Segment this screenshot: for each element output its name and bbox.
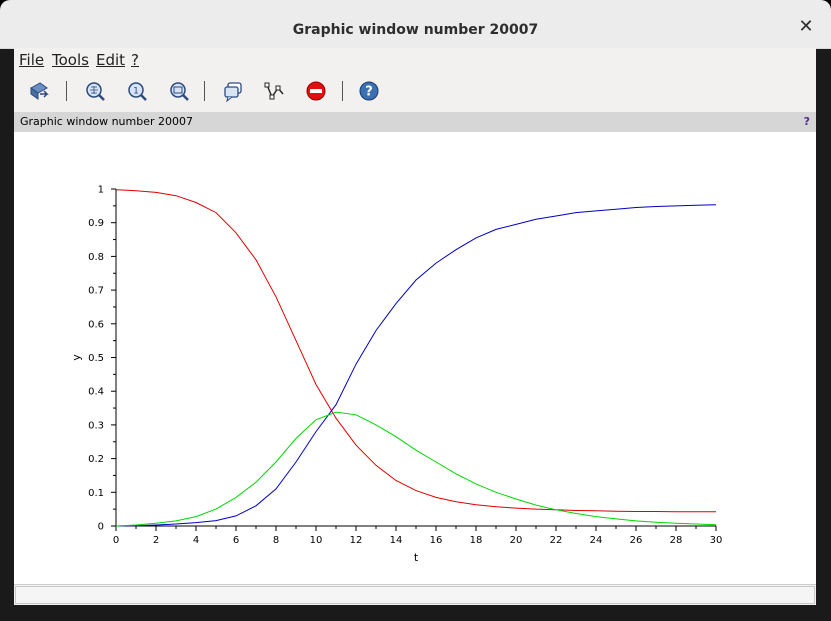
- x-tick-label: 22: [550, 535, 563, 546]
- y-tick-label: 0.8: [88, 252, 104, 263]
- x-tick-label: 24: [590, 535, 603, 546]
- close-icon[interactable]: ✕: [798, 16, 814, 37]
- y-tick-label: 0: [98, 522, 104, 533]
- status-field: [15, 586, 815, 604]
- y-tick-label: 0.1: [88, 488, 104, 499]
- svg-text:1: 1: [133, 87, 139, 97]
- line-chart: 0 2 4 6 8 10 12 14 16 18 20 22 24 26 28 3000.10.20.30.4…: [70, 185, 723, 565]
- x-tick-label: 16: [430, 535, 443, 546]
- menu-edit[interactable]: Edit: [96, 51, 126, 69]
- plot-canvas[interactable]: 0 2 4 6 8 10 12 14 16 18 20 22 24 26 28 30 0 0.1 0.2 0.3 0.4…: [14, 132, 816, 584]
- status-bar: [14, 584, 816, 605]
- y-tick-label: 0.3: [88, 420, 104, 431]
- y-tick-label: 0.6: [88, 319, 104, 330]
- x-tick-label: 0: [113, 535, 119, 546]
- datatip-manager-icon[interactable]: [264, 80, 286, 102]
- toolbar-separator: [204, 81, 205, 101]
- toolbar-separator: [66, 81, 67, 101]
- y-tick-label: 0.5: [88, 353, 104, 364]
- green-series-line: [115, 411, 717, 527]
- menu-file[interactable]: File: [19, 51, 45, 69]
- x-tick-label: 20: [510, 535, 523, 546]
- x-tick-label: 10: [310, 535, 323, 546]
- info-bar: Graphic window number 20007 ?: [14, 112, 816, 132]
- y-tick-label: 0.7: [88, 286, 104, 297]
- toolbar-separator: [342, 81, 343, 101]
- zoom-in-icon[interactable]: [84, 80, 106, 102]
- zoom-out-icon[interactable]: [168, 80, 190, 102]
- y-tick-label: 0.9: [88, 218, 104, 229]
- menu-help[interactable]: ?: [131, 51, 139, 69]
- window-title: Graphic window number 20007: [292, 22, 539, 38]
- zoom-original-icon[interactable]: 1: [126, 80, 148, 102]
- svg-text:?: ?: [365, 85, 373, 100]
- x-axis-label: t: [414, 551, 419, 564]
- y-axis-label: y: [70, 354, 83, 361]
- x-tick-label: 30: [710, 535, 723, 546]
- y-tick-label: 0.2: [88, 454, 104, 465]
- x-tick-label: 28: [670, 535, 683, 546]
- blue-series-line: [115, 204, 717, 527]
- help-icon[interactable]: ?: [358, 80, 380, 102]
- x-tick-label: 12: [350, 535, 363, 546]
- stop-icon[interactable]: [305, 80, 327, 102]
- x-tick-label: 14: [390, 535, 403, 546]
- x-tick-label: 26: [630, 535, 643, 546]
- info-help-icon[interactable]: ?: [803, 115, 810, 128]
- x-tick-label: 8: [273, 535, 279, 546]
- y-tick-label: 1: [98, 185, 104, 196]
- toolbar: 1 ?: [14, 70, 816, 113]
- info-bar-text: Graphic window number 20007: [20, 115, 193, 128]
- x-tick-label: 6: [233, 535, 239, 546]
- red-series-line: [115, 189, 716, 513]
- x-tick-label: 18: [470, 535, 483, 546]
- datatip-icon[interactable]: [222, 80, 244, 102]
- rotate-icon[interactable]: [28, 80, 50, 102]
- x-tick-label: 2: [153, 535, 159, 546]
- title-bar[interactable]: Graphic window number 20007 ✕: [0, 0, 831, 49]
- menu-tools[interactable]: Tools: [52, 51, 89, 69]
- menu-bar: File Tools Edit ?: [14, 48, 816, 70]
- y-tick-label: 0.4: [88, 387, 104, 398]
- x-tick-label: 4: [193, 535, 199, 546]
